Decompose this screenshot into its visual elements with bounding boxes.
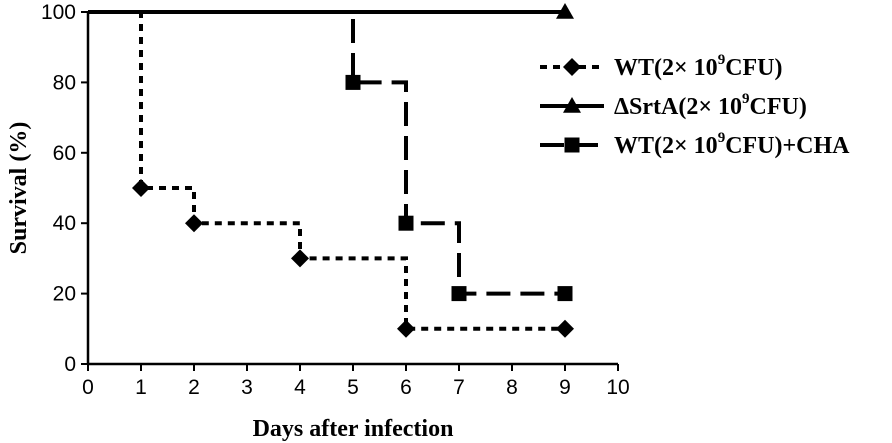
x-tick-label: 1 xyxy=(135,376,147,399)
y-tick-label: 60 xyxy=(53,142,76,165)
x-tick-label: 2 xyxy=(188,376,200,399)
y-tick-label: 40 xyxy=(53,212,76,235)
x-tick-label: 8 xyxy=(506,376,518,399)
series-3-point xyxy=(451,286,467,302)
legend-label-1: WT(2× 109CFU) xyxy=(614,52,783,81)
x-tick-label: 5 xyxy=(347,376,359,399)
legend-label-2: ΔSrtA(2× 109CFU) xyxy=(614,91,807,120)
series-line-3 xyxy=(88,10,565,296)
y-tick-label: 0 xyxy=(64,353,76,376)
series-1-point xyxy=(185,214,203,233)
series-3-point xyxy=(557,286,573,302)
series-markers xyxy=(132,3,574,338)
series-1-point xyxy=(397,319,415,338)
x-tick-label: 3 xyxy=(241,376,253,399)
series-2-point xyxy=(556,3,574,19)
x-axis-title: Days after infection xyxy=(253,416,454,442)
series-lines xyxy=(88,10,565,331)
x-tick-label: 7 xyxy=(453,376,465,399)
x-tick-label: 9 xyxy=(559,376,571,399)
series-line-1 xyxy=(88,10,565,331)
x-tick-label: 0 xyxy=(82,376,94,399)
x-tick-label: 10 xyxy=(606,376,629,399)
x-tick-label: 6 xyxy=(400,376,412,399)
series-1-point xyxy=(132,179,150,197)
y-tick-label: 100 xyxy=(41,1,76,24)
legend-marker-1 xyxy=(563,58,581,76)
x-tick-label: 4 xyxy=(294,376,306,399)
series-3-point xyxy=(345,74,361,90)
y-tick-label: 80 xyxy=(53,71,76,94)
legend-marker-3 xyxy=(564,137,580,153)
y-axis-title: Survival (%) xyxy=(6,122,32,255)
series-1-point xyxy=(291,249,309,268)
series-3-point xyxy=(398,215,414,231)
legend-marker-2 xyxy=(563,97,581,113)
legend-label-3: WT(2× 109CFU)+CHA xyxy=(614,130,850,159)
legend: WT(2× 109CFU) ΔSrtA(2× 109CFU) WT(2× 109CF… xyxy=(540,52,850,159)
y-tick-label: 20 xyxy=(53,283,76,306)
series-1-point xyxy=(556,319,574,338)
